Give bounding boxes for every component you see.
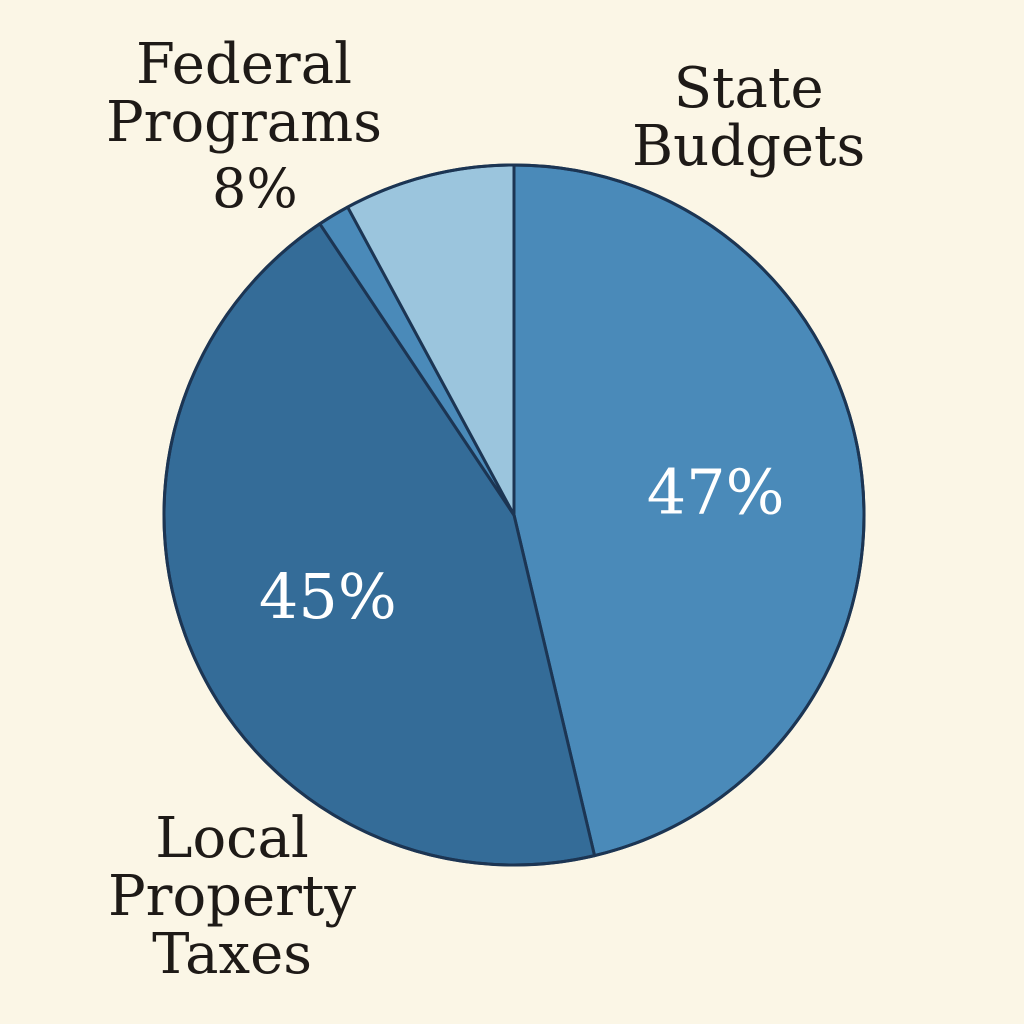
label-federal-programs: Federal Programs 8%	[106, 36, 382, 218]
label-state-budgets: State Budgets	[632, 60, 865, 176]
label-state-line-1: State	[673, 56, 824, 121]
label-federal-line-2: Programs	[106, 90, 383, 155]
label-federal-percent: 8%	[212, 157, 298, 220]
label-local-line-2: Property	[108, 864, 357, 929]
label-local-property-taxes: Local Property Taxes	[108, 810, 356, 984]
pie-value-label-state-budgets: 47%	[647, 455, 785, 528]
label-federal-line-1: Federal	[136, 32, 352, 97]
label-state-line-2: Budgets	[632, 114, 866, 179]
pie-outline	[162, 163, 866, 867]
label-local-line-3: Taxes	[152, 922, 312, 987]
pie-value-label-local-property-taxes: 45%	[259, 560, 397, 633]
label-local-line-1: Local	[155, 806, 309, 871]
